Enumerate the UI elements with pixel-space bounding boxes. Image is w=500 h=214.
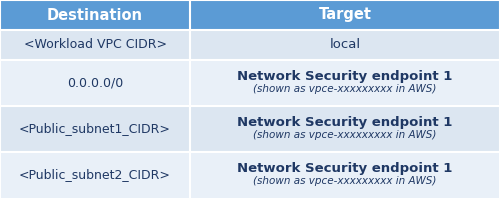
Text: (shown as vpce-xxxxxxxxx in AWS): (shown as vpce-xxxxxxxxx in AWS) <box>254 131 436 141</box>
Text: Target: Target <box>318 7 372 22</box>
Text: <Public_subnet2_CIDR>: <Public_subnet2_CIDR> <box>19 168 171 181</box>
Bar <box>0 60 190 106</box>
Bar <box>190 0 500 30</box>
Bar <box>0 0 190 30</box>
Bar <box>190 106 500 152</box>
Bar <box>190 152 500 198</box>
Text: Destination: Destination <box>47 7 143 22</box>
Bar <box>0 30 190 60</box>
Text: <Workload VPC CIDR>: <Workload VPC CIDR> <box>24 39 167 52</box>
Text: 0.0.0.0/0: 0.0.0.0/0 <box>67 76 123 89</box>
Text: Network Security endpoint 1: Network Security endpoint 1 <box>238 70 452 83</box>
Bar <box>190 60 500 106</box>
Bar <box>190 30 500 60</box>
Text: Network Security endpoint 1: Network Security endpoint 1 <box>238 116 452 129</box>
Bar <box>0 152 190 198</box>
Bar <box>0 106 190 152</box>
Text: (shown as vpce-xxxxxxxxx in AWS): (shown as vpce-xxxxxxxxx in AWS) <box>254 85 436 95</box>
Text: <Public_subnet1_CIDR>: <Public_subnet1_CIDR> <box>19 122 171 135</box>
Text: Network Security endpoint 1: Network Security endpoint 1 <box>238 162 452 175</box>
Text: (shown as vpce-xxxxxxxxx in AWS): (shown as vpce-xxxxxxxxx in AWS) <box>254 177 436 186</box>
Text: local: local <box>330 39 360 52</box>
